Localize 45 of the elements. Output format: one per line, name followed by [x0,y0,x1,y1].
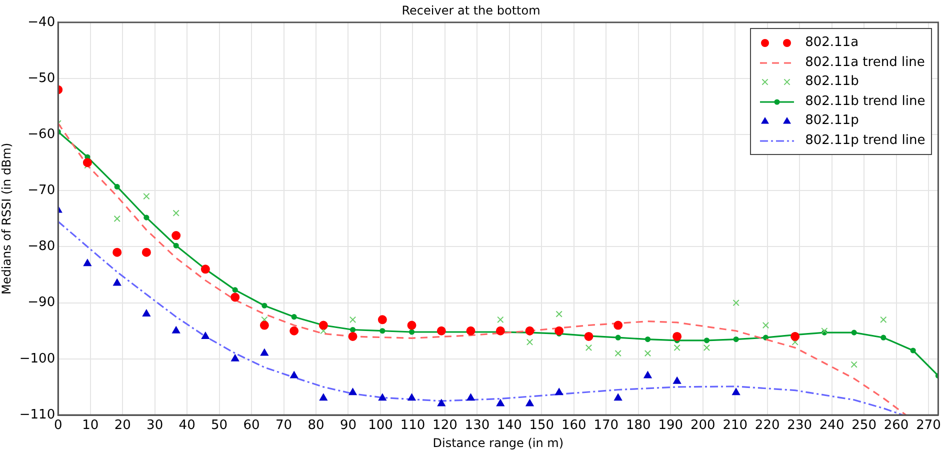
x-tick-label: 90 [340,418,357,434]
legend-label: 802.11a [805,34,859,52]
x-tick-label: 220 [754,418,780,434]
chart-title: Receiver at the bottom [402,3,540,18]
x-tick-label: 70 [276,418,292,434]
y-axis-title: Medians of RSSI (in dBm) [0,142,14,295]
x-tick-label: 210 [722,418,748,434]
x-tick-label: 60 [243,418,260,434]
x-tick-label: 260 [884,418,909,434]
x-axis-title: Distance range (in m) [432,436,564,450]
x-tick-label: 270 [916,418,941,434]
y-tick-label: −90 [28,295,56,310]
y-tick-label: −60 [28,126,56,142]
y-tick-label: −80 [28,239,56,254]
y-tick-label: −100 [19,351,56,366]
x-tick-label: 80 [308,418,324,434]
legend-label: 802.11b trend line [805,92,926,111]
x-tick-label: 150 [529,418,554,434]
x-tick-label: 20 [114,418,131,434]
x-tick-label: 30 [146,418,164,434]
x-tick-label: 140 [497,418,522,434]
legend-label: 802.11p [805,112,859,130]
x-tick-label: 100 [368,418,393,434]
x-tick-label: 50 [211,418,228,434]
x-tick-label: 170 [594,418,619,434]
x-tick-label: 130 [464,418,490,434]
x-tick-label: 200 [690,418,716,434]
x-tick-label: 120 [432,418,458,434]
x-tick-label: 0 [54,418,62,434]
x-tick-label: 10 [82,418,99,434]
x-tick-label: 40 [178,418,196,434]
x-tick-label: 240 [819,418,844,434]
legend-label: 802.11a trend line [805,54,925,72]
x-tick-label: 190 [658,418,684,434]
legend-label: 802.11p trend line [805,132,926,150]
y-tick-label: −70 [28,183,56,198]
y-tick-label: −50 [28,70,56,86]
legend-label: 802.11b [805,73,859,92]
y-tick-label: −40 [28,14,56,30]
x-tick-label: 250 [852,418,876,434]
y-tick-label: −110 [19,407,56,422]
x-tick-label: 110 [400,418,426,434]
x-tick-label: 180 [626,418,651,434]
x-tick-label: 160 [562,418,586,434]
x-tick-label: 230 [787,418,812,434]
